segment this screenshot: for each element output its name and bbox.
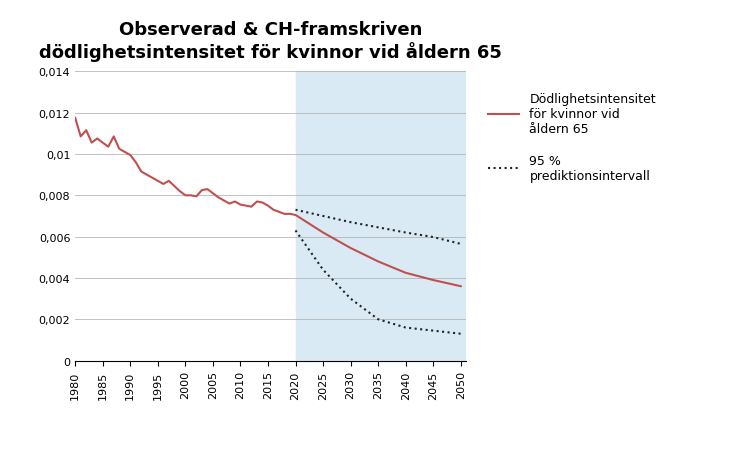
Legend: Dödlighetsintensitet
för kvinnor vid
åldern 65, 95 %
prediktionsintervall: Dödlighetsintensitet för kvinnor vid åld… [488,93,656,182]
Bar [296,72,466,361]
Title: Observerad & CH-framskriven
dödlighetsintensitet för kvinnor vid åldern 65: Observerad & CH-framskriven dödlighetsin… [39,21,502,62]
